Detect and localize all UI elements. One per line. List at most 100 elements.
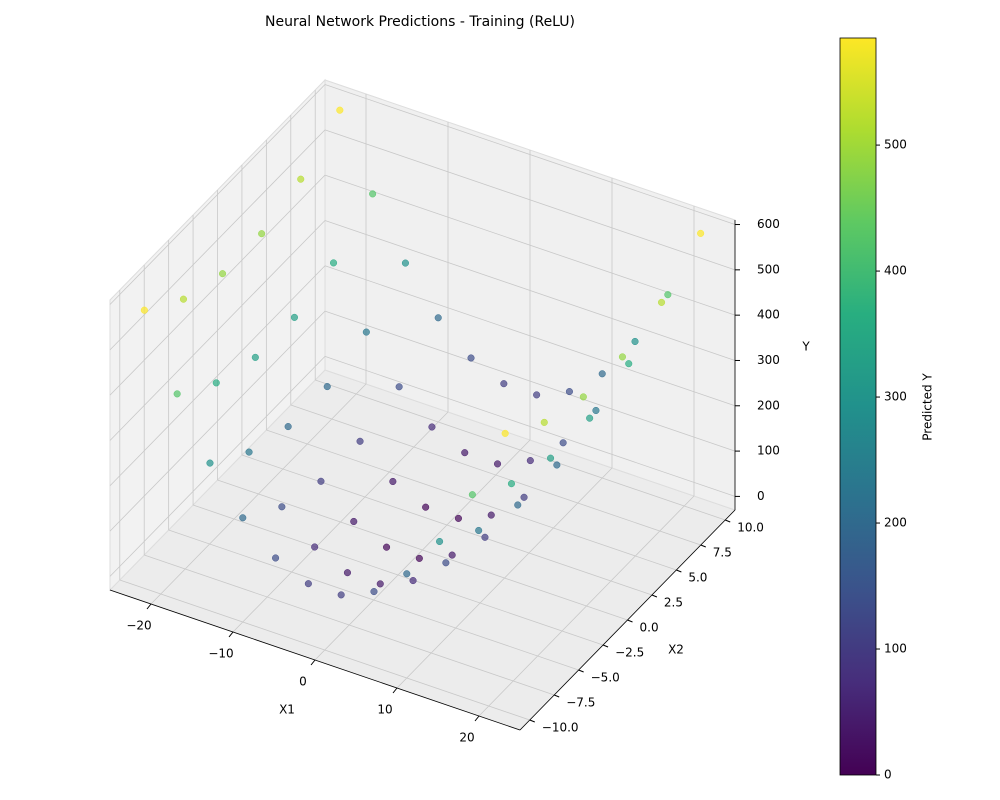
grid-line — [324, 129, 736, 271]
point — [428, 423, 436, 431]
y-tick — [627, 619, 633, 623]
x-tick-label: 0 — [299, 675, 307, 689]
point — [219, 270, 227, 278]
colorbar-tick-label: 200 — [884, 516, 907, 530]
z-tick-label: 400 — [757, 308, 780, 322]
point — [350, 517, 358, 526]
y-tick — [725, 519, 731, 523]
point — [514, 501, 522, 509]
colorbar-tick-label: 400 — [884, 264, 907, 278]
grid-line — [109, 220, 326, 441]
point — [526, 457, 534, 465]
grid-line — [109, 356, 326, 577]
z-axis-label: Y — [801, 340, 810, 354]
z-tick-label: 300 — [757, 353, 780, 367]
x-tick — [474, 715, 480, 722]
point — [454, 514, 462, 522]
point — [403, 570, 411, 578]
colorbar-label: Predicted Y — [921, 373, 935, 441]
grid-line — [168, 529, 579, 671]
point — [140, 306, 148, 314]
point — [487, 511, 495, 519]
point — [625, 360, 633, 368]
z-tick-label: 200 — [757, 398, 780, 412]
x-tick — [228, 631, 234, 638]
y-axis — [519, 509, 736, 731]
y-tick — [700, 544, 706, 548]
point — [239, 514, 247, 522]
grid-line — [324, 356, 736, 497]
y-tick-label: 10.0 — [737, 521, 764, 535]
point — [284, 423, 292, 431]
point — [343, 569, 352, 577]
y-axis-label: X2 — [668, 643, 684, 657]
point — [290, 313, 298, 321]
y-tick — [676, 569, 682, 573]
point — [507, 480, 516, 488]
point — [442, 559, 450, 567]
grid-line — [324, 220, 736, 361]
point — [272, 554, 280, 562]
point — [337, 591, 345, 599]
point — [206, 459, 214, 467]
y-tick — [651, 594, 658, 598]
point — [520, 493, 528, 501]
z-tick-label: 100 — [757, 444, 780, 458]
point — [369, 190, 377, 198]
grid-line — [324, 84, 736, 225]
point — [448, 551, 456, 559]
grid-line — [192, 504, 604, 646]
point — [559, 439, 567, 447]
x-tick — [310, 659, 316, 666]
point — [317, 477, 325, 485]
colorbar-tick-label: 100 — [884, 642, 907, 656]
point — [481, 533, 489, 541]
point — [618, 353, 626, 361]
point — [383, 543, 391, 551]
grid-line — [109, 174, 326, 396]
grid-line — [109, 310, 326, 532]
point — [304, 580, 312, 588]
y-tick — [529, 719, 535, 723]
point — [493, 460, 502, 468]
point — [311, 543, 319, 551]
x-axis — [109, 589, 521, 731]
y-tick-label: 2.5 — [664, 596, 683, 610]
point — [436, 537, 444, 546]
point — [664, 291, 672, 299]
point — [356, 437, 364, 445]
point — [697, 229, 705, 237]
point — [329, 259, 338, 267]
point — [553, 461, 561, 469]
point — [586, 414, 594, 422]
point — [422, 503, 430, 511]
point — [401, 259, 409, 267]
colorbar-tick-label: 0 — [884, 768, 892, 782]
point — [389, 477, 397, 486]
y-tick-label: −10.0 — [542, 721, 579, 735]
point — [395, 383, 403, 391]
x-tick-label: −20 — [126, 619, 151, 633]
z-tick-label: 500 — [757, 262, 780, 276]
x-tick — [146, 603, 152, 610]
x-tick-label: 20 — [459, 731, 474, 745]
grid-line — [315, 379, 726, 521]
point — [547, 454, 555, 462]
y-tick-label: 7.5 — [713, 546, 732, 560]
y-tick-label: −2.5 — [615, 646, 644, 660]
z-tick-label: 0 — [757, 489, 765, 503]
grid-line — [144, 554, 555, 696]
y-tick — [602, 644, 609, 648]
point — [258, 230, 266, 238]
grid-line — [324, 265, 736, 407]
grid-line — [324, 310, 736, 452]
point — [475, 526, 483, 535]
point — [468, 491, 476, 499]
point — [251, 353, 259, 361]
point — [297, 175, 305, 183]
chart-title: Neural Network Predictions - Training (R… — [265, 14, 575, 30]
point — [434, 314, 442, 322]
point — [657, 298, 666, 306]
grid-line — [290, 404, 701, 546]
